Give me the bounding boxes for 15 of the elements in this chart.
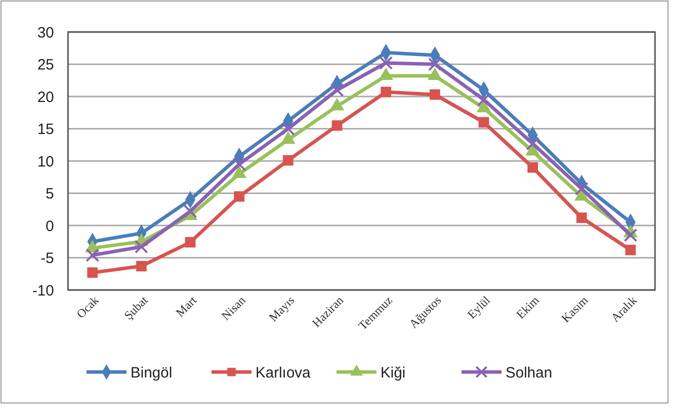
y-tick-label: 20 xyxy=(37,88,54,106)
x-tick-label: Mart xyxy=(172,292,200,320)
y-tick-label: 25 xyxy=(37,56,54,74)
legend-label: Kiği xyxy=(380,364,406,382)
y-tick-label: -5 xyxy=(40,250,54,267)
x-tick-label: Ocak xyxy=(74,293,102,321)
y-tick-label: 5 xyxy=(46,186,54,202)
legend-label: Solhan xyxy=(506,364,552,382)
y-tick-label: 30 xyxy=(37,24,54,42)
y-tick-label: 10 xyxy=(37,153,54,170)
y-tick-label: 15 xyxy=(37,121,54,138)
y-tick-label: -10 xyxy=(32,282,54,300)
y-tick-label: 0 xyxy=(46,218,54,235)
legend-label: Karlıova xyxy=(256,364,312,382)
legend-label: Bingöl xyxy=(130,364,172,382)
